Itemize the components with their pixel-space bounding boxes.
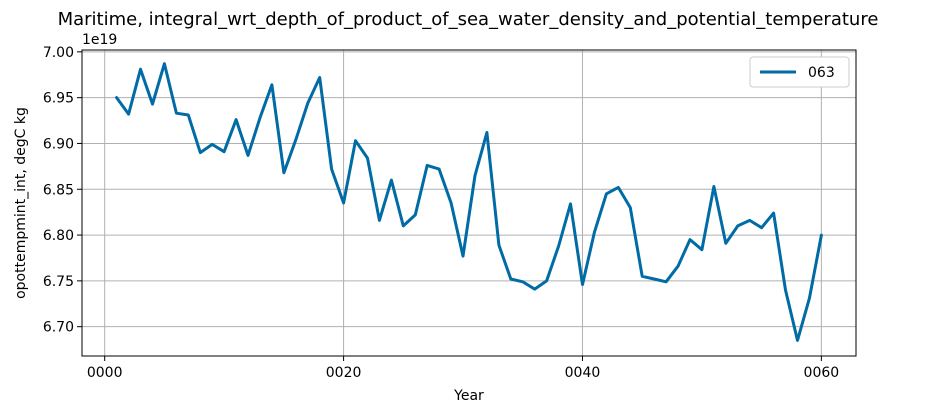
y-tick-label: 7.00 (43, 45, 74, 61)
legend-label: 063 (808, 65, 835, 81)
legend-box (749, 56, 850, 88)
series-layer (115, 62, 823, 342)
y-tick-label: 6.75 (43, 274, 74, 290)
x-tick-label: 0020 (326, 365, 362, 381)
y-axis-label: opottempmint_int, degC kg (13, 107, 29, 299)
plot-frame (81, 49, 857, 357)
y-tick-label: 6.80 (43, 228, 74, 244)
y-offset-label: 1e19 (82, 32, 117, 48)
series-line-063 (115, 62, 823, 342)
x-axis-label: Year (453, 388, 484, 404)
x-tick-label: 0060 (804, 365, 840, 381)
y-tick-label: 6.95 (43, 91, 74, 107)
x-tick-label: 0040 (565, 365, 601, 381)
x-axis: 0000 0020 0040 0060 (87, 356, 839, 381)
y-tick-label: 6.90 (43, 136, 74, 152)
y-tick-label: 6.85 (43, 182, 74, 198)
chart-title: Maritime, integral_wrt_depth_of_product_… (58, 9, 879, 30)
legend: 063 (749, 56, 850, 88)
grid-lines (82, 50, 856, 356)
x-tick-label: 0000 (87, 365, 123, 381)
y-axis: 6.70 6.75 6.80 6.85 6.90 6.95 7.00 (43, 45, 82, 336)
y-tick-label: 6.70 (43, 320, 74, 336)
